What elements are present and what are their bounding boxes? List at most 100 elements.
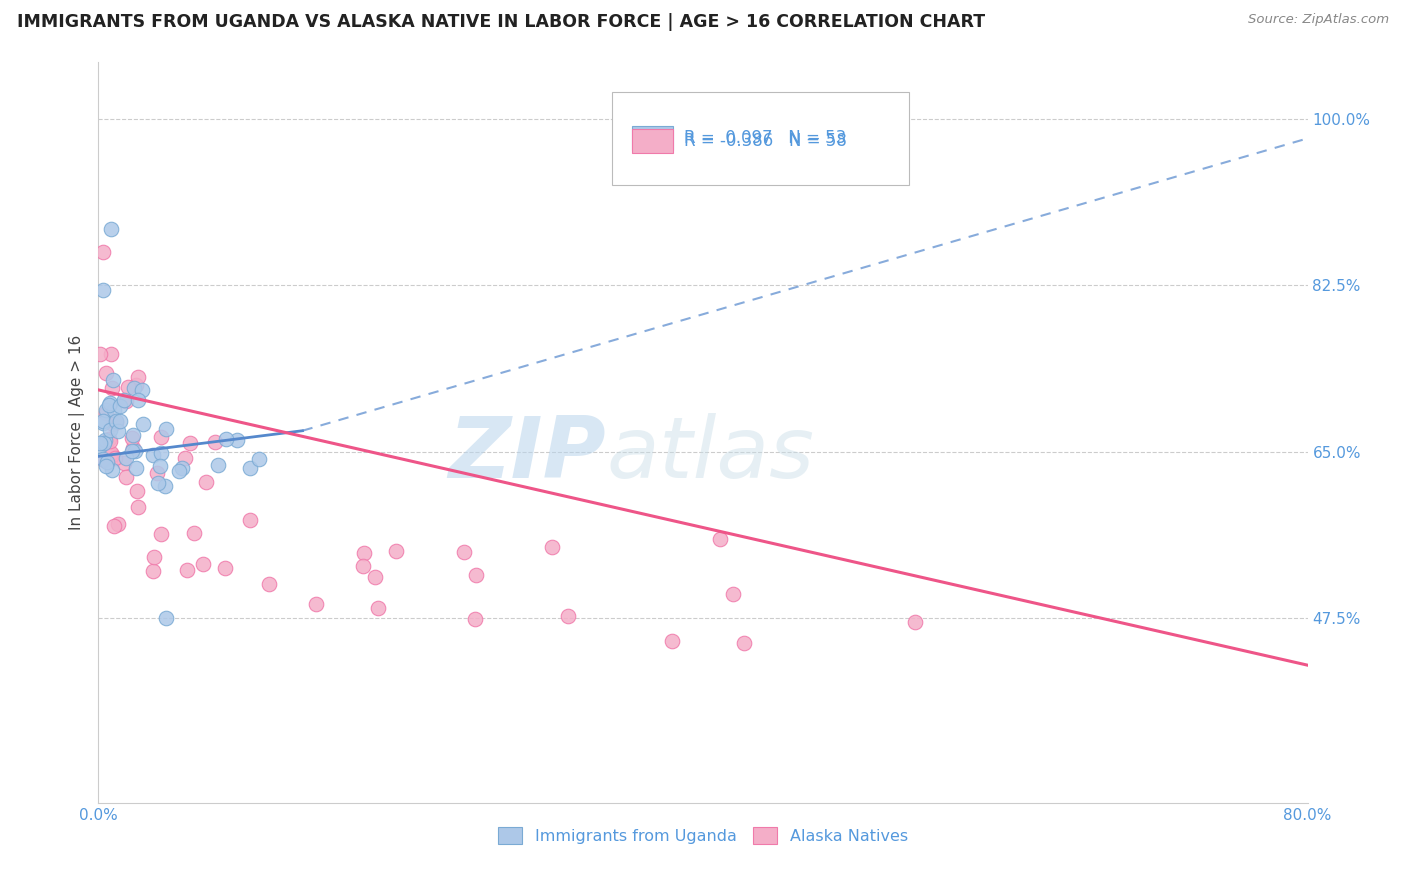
Point xyxy=(122,382,145,396)
Point xyxy=(89,439,111,453)
Point xyxy=(155,611,177,625)
Point xyxy=(93,453,115,467)
Text: atlas: atlas xyxy=(606,413,814,496)
Point xyxy=(98,432,121,446)
Point xyxy=(100,445,122,459)
Point xyxy=(121,431,143,445)
Text: R =  0.097   N = 53: R = 0.097 N = 53 xyxy=(683,129,846,147)
Point xyxy=(170,461,193,475)
FancyBboxPatch shape xyxy=(613,92,908,185)
Point xyxy=(257,576,280,591)
Point xyxy=(215,432,238,446)
Point xyxy=(117,380,139,394)
Point xyxy=(98,434,121,449)
Point xyxy=(91,245,114,260)
Point xyxy=(127,369,149,384)
Point xyxy=(176,563,198,577)
Point xyxy=(104,415,127,429)
Point xyxy=(464,612,486,626)
Point xyxy=(91,414,114,428)
Point xyxy=(89,347,111,361)
Text: ZIP: ZIP xyxy=(449,413,606,496)
Point xyxy=(131,384,153,398)
Point xyxy=(91,451,114,466)
Point xyxy=(733,635,755,649)
Text: R = -0.386   N = 58: R = -0.386 N = 58 xyxy=(683,132,846,150)
Point xyxy=(98,397,121,411)
Legend: Immigrants from Uganda, Alaska Natives: Immigrants from Uganda, Alaska Natives xyxy=(492,821,914,850)
Point xyxy=(204,435,226,450)
Point xyxy=(112,392,135,407)
Point xyxy=(103,403,125,417)
Point xyxy=(101,373,124,387)
Point xyxy=(723,587,745,601)
Point xyxy=(107,516,129,531)
Point xyxy=(115,450,138,465)
Point xyxy=(125,483,148,498)
Text: IMMIGRANTS FROM UGANDA VS ALASKA NATIVE IN LABOR FORCE | AGE > 16 CORRELATION CH: IMMIGRANTS FROM UGANDA VS ALASKA NATIVE … xyxy=(17,13,986,31)
Point xyxy=(385,543,408,558)
Point xyxy=(540,540,562,554)
Point xyxy=(155,479,177,493)
Point xyxy=(145,466,167,480)
Point xyxy=(149,430,172,444)
Point xyxy=(98,396,121,410)
Point xyxy=(353,546,375,560)
Point xyxy=(155,422,177,436)
Point xyxy=(191,557,214,571)
Point xyxy=(226,434,249,448)
Point xyxy=(127,393,149,408)
Point xyxy=(100,450,122,464)
Point xyxy=(96,458,118,473)
Point xyxy=(108,414,131,428)
Point xyxy=(305,598,328,612)
Point xyxy=(142,448,165,462)
Point xyxy=(101,448,124,462)
Point xyxy=(453,545,475,559)
Point xyxy=(93,433,115,447)
FancyBboxPatch shape xyxy=(631,126,672,150)
Point xyxy=(195,475,218,490)
Point xyxy=(124,377,146,392)
Point xyxy=(146,476,169,491)
Point xyxy=(127,500,149,514)
Point xyxy=(96,406,118,420)
Point xyxy=(149,446,172,460)
Point xyxy=(167,464,190,478)
Point xyxy=(108,399,131,413)
Point xyxy=(94,403,117,417)
Point xyxy=(557,609,579,624)
Point xyxy=(100,347,122,361)
Point xyxy=(142,565,165,579)
Point xyxy=(112,456,135,470)
Point xyxy=(101,381,124,395)
Point xyxy=(96,455,118,469)
Point xyxy=(93,436,115,450)
Text: Source: ZipAtlas.com: Source: ZipAtlas.com xyxy=(1249,13,1389,27)
Point xyxy=(173,450,195,465)
Point xyxy=(115,394,138,409)
Point xyxy=(149,459,172,474)
Point xyxy=(104,450,127,465)
Point xyxy=(124,443,146,458)
Point xyxy=(239,513,262,527)
Point xyxy=(122,441,145,455)
Point xyxy=(125,460,148,475)
Point xyxy=(247,452,270,467)
Point xyxy=(179,436,201,450)
Point xyxy=(121,443,143,458)
Point xyxy=(103,519,125,533)
Point xyxy=(661,633,683,648)
Point xyxy=(465,568,488,582)
Point xyxy=(107,424,129,438)
Point xyxy=(131,417,153,431)
Point xyxy=(364,570,387,584)
Point xyxy=(904,615,927,630)
Point xyxy=(367,600,389,615)
Point xyxy=(183,525,205,540)
Point xyxy=(115,470,138,484)
Point xyxy=(214,561,236,575)
Point xyxy=(89,435,111,450)
Point xyxy=(105,414,128,428)
Point xyxy=(142,549,165,564)
